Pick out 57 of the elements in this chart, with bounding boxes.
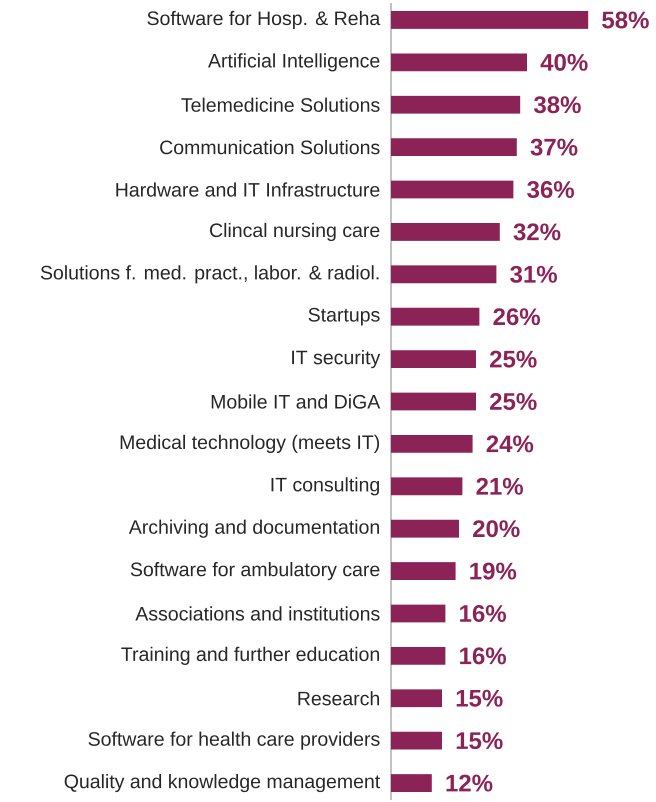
bar (390, 223, 500, 241)
y-tick-label: Software for Hosp. & Reha (147, 10, 380, 30)
data-label: 15% (456, 690, 503, 707)
bar (390, 732, 442, 750)
y-tick-label: IT security (292, 350, 380, 368)
data-label: 37% (530, 138, 578, 156)
y-tick-label: Mobile IT and DiGA (212, 394, 380, 409)
bar (390, 11, 588, 29)
data-label: 19% (470, 562, 516, 580)
bar (390, 392, 476, 410)
bar (390, 646, 446, 665)
y-tick-label: Research (298, 691, 380, 706)
data-label: 16% (460, 647, 506, 664)
bar (390, 138, 517, 156)
data-label: 26% (493, 308, 540, 326)
data-label: 40% (540, 54, 588, 71)
bar (390, 774, 432, 792)
data-label: 20% (473, 520, 520, 538)
y-tick-label: Hardware and IT Infrastructure (116, 182, 380, 197)
y-tick-label: Telemedicine Solutions (181, 98, 380, 112)
bar (390, 477, 462, 496)
bar (390, 53, 527, 72)
data-label: 58% (602, 11, 649, 28)
y-tick-label: Startups (308, 308, 380, 326)
y-tick-label: Associations and institutions (135, 606, 380, 621)
y-tick-label: Training and further education (121, 646, 379, 665)
bar (390, 96, 520, 114)
data-label: 15% (456, 732, 503, 750)
y-tick-label: Quality and knowledge management (64, 774, 380, 792)
data-label: 32% (514, 223, 560, 240)
data-label: 25% (490, 350, 537, 368)
data-label: 36% (527, 181, 574, 198)
data-label: 16% (460, 604, 506, 622)
y-tick-label: IT consulting (272, 477, 380, 496)
data-label: 31% (510, 266, 557, 283)
data-label: 38% (534, 96, 581, 114)
y-tick-label: Clincal nursing care (210, 222, 380, 242)
y-tick-label: Software for ambulatory care (130, 562, 380, 580)
bar (390, 689, 442, 708)
bar (390, 265, 496, 284)
y-tick-label: Communication Solutions (160, 140, 380, 154)
bar (390, 604, 446, 622)
bar (390, 180, 514, 198)
y-tick-label: Medical technology (meets IT) (120, 434, 380, 453)
data-label: 25% (490, 393, 537, 410)
data-label: 24% (486, 435, 534, 452)
data-label: 12% (446, 774, 492, 792)
bar (390, 562, 456, 580)
y-tick-label: Solutions f. med. pract., labor. & radiol. (40, 265, 378, 284)
bar (390, 350, 476, 368)
y-tick-label: Software for health care providers (88, 732, 380, 750)
y-tick-label: Archiving and documentation (128, 520, 379, 538)
bar (390, 434, 473, 453)
data-label: 21% (476, 478, 523, 495)
y-tick-label: Artificial Intelligence (208, 53, 380, 72)
bar (390, 308, 480, 326)
bar (390, 520, 459, 538)
